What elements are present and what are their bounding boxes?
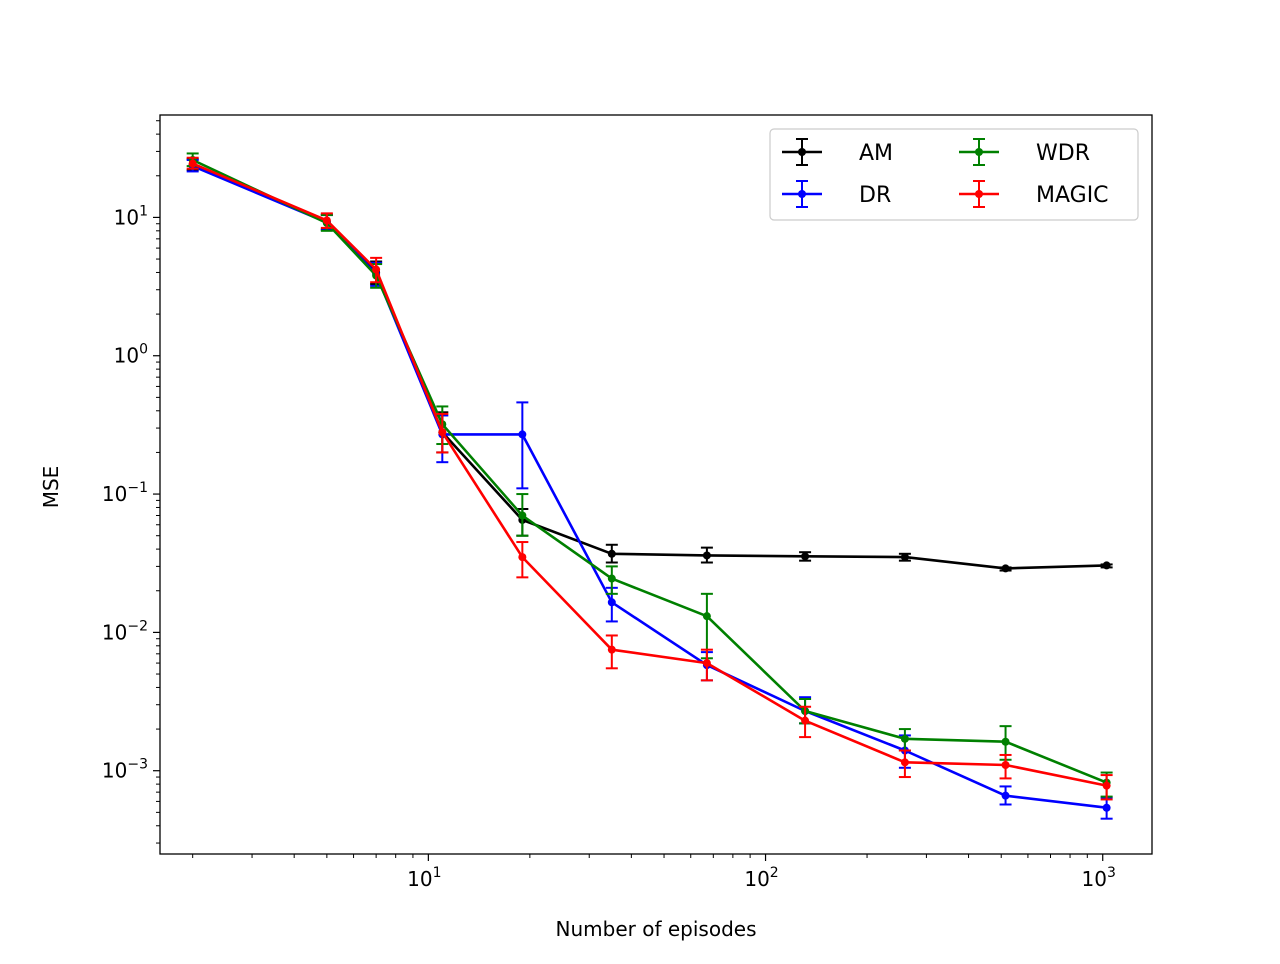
magic-data-point [801, 716, 810, 725]
am-legend-marker [798, 148, 806, 156]
wdr-data-point [1001, 737, 1010, 746]
am-data-point [702, 551, 711, 560]
y-tick-label: 101 [114, 203, 148, 229]
x-axis-label: Number of episodes [556, 917, 757, 941]
magic-data-point [1001, 760, 1010, 769]
magic-data-point [900, 758, 909, 767]
magic-legend-marker [975, 190, 983, 198]
wdr-legend-marker [975, 148, 983, 156]
dr-data-point [1102, 803, 1111, 812]
wdr-legend-label: WDR [1036, 141, 1090, 166]
am-data-point [900, 553, 909, 562]
dr-data-point [607, 598, 616, 607]
y-tick-label: 10−3 [102, 757, 148, 783]
wdr-data-point [518, 511, 527, 520]
am-data-point [607, 549, 616, 558]
magic-legend-label: MAGIC [1036, 183, 1109, 208]
y-axis-label: MSE [39, 466, 63, 509]
am-data-point [1001, 564, 1010, 573]
am-legend-label: AM [859, 141, 893, 166]
axes-frame [159, 114, 1153, 855]
am-data-point [1102, 561, 1111, 570]
magic-data-point [607, 645, 616, 654]
magic-data-point [518, 553, 527, 562]
magic-data-point [322, 216, 331, 225]
dr-legend-label: DR [859, 183, 891, 208]
magic-data-point [188, 159, 197, 168]
plot-area: 101 102 103 101 100 10−1 10−2 10−3 AM DR WDR MAGIC [102, 114, 1153, 891]
magic-data-point [702, 659, 711, 668]
magic-data-point [438, 428, 447, 437]
wdr-data-point [900, 734, 909, 743]
dr-data-point [518, 430, 527, 439]
wdr-data-point [607, 574, 616, 583]
legend-box [769, 128, 1139, 221]
x-tick-label: 103 [1082, 865, 1116, 891]
wdr-data-point [702, 612, 711, 621]
y-tick-label: 10−2 [102, 618, 148, 644]
y-tick-label: 100 [114, 342, 148, 368]
am-data-point [801, 552, 810, 561]
x-tick-label: 101 [407, 865, 441, 891]
magic-data-point [372, 265, 381, 274]
x-tick-label: 102 [744, 865, 778, 891]
dr-legend-marker [798, 190, 806, 198]
magic-data-point [1102, 781, 1111, 790]
dr-data-point [1001, 791, 1010, 800]
y-tick-label: 10−1 [102, 480, 148, 506]
